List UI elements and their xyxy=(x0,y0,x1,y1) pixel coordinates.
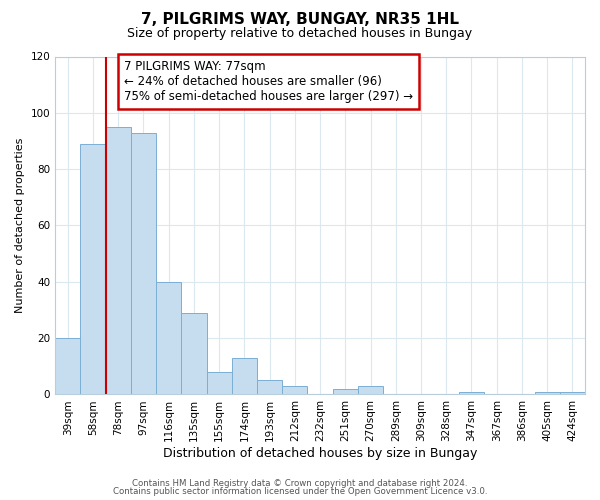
Text: 7, PILGRIMS WAY, BUNGAY, NR35 1HL: 7, PILGRIMS WAY, BUNGAY, NR35 1HL xyxy=(141,12,459,28)
Text: 7 PILGRIMS WAY: 77sqm
← 24% of detached houses are smaller (96)
75% of semi-deta: 7 PILGRIMS WAY: 77sqm ← 24% of detached … xyxy=(124,60,413,103)
Bar xyxy=(257,380,282,394)
Text: Contains HM Land Registry data © Crown copyright and database right 2024.: Contains HM Land Registry data © Crown c… xyxy=(132,478,468,488)
Bar xyxy=(232,358,257,395)
Text: Contains public sector information licensed under the Open Government Licence v3: Contains public sector information licen… xyxy=(113,487,487,496)
Bar xyxy=(206,372,232,394)
Bar xyxy=(560,392,585,394)
Bar xyxy=(55,338,80,394)
Bar xyxy=(156,282,181,395)
Bar xyxy=(358,386,383,394)
Bar xyxy=(535,392,560,394)
Bar xyxy=(459,392,484,394)
X-axis label: Distribution of detached houses by size in Bungay: Distribution of detached houses by size … xyxy=(163,447,477,460)
Bar xyxy=(80,144,106,395)
Bar xyxy=(106,127,131,394)
Bar xyxy=(131,132,156,394)
Y-axis label: Number of detached properties: Number of detached properties xyxy=(15,138,25,313)
Bar xyxy=(181,313,206,394)
Text: Size of property relative to detached houses in Bungay: Size of property relative to detached ho… xyxy=(127,28,473,40)
Bar xyxy=(332,389,358,394)
Bar xyxy=(282,386,307,394)
